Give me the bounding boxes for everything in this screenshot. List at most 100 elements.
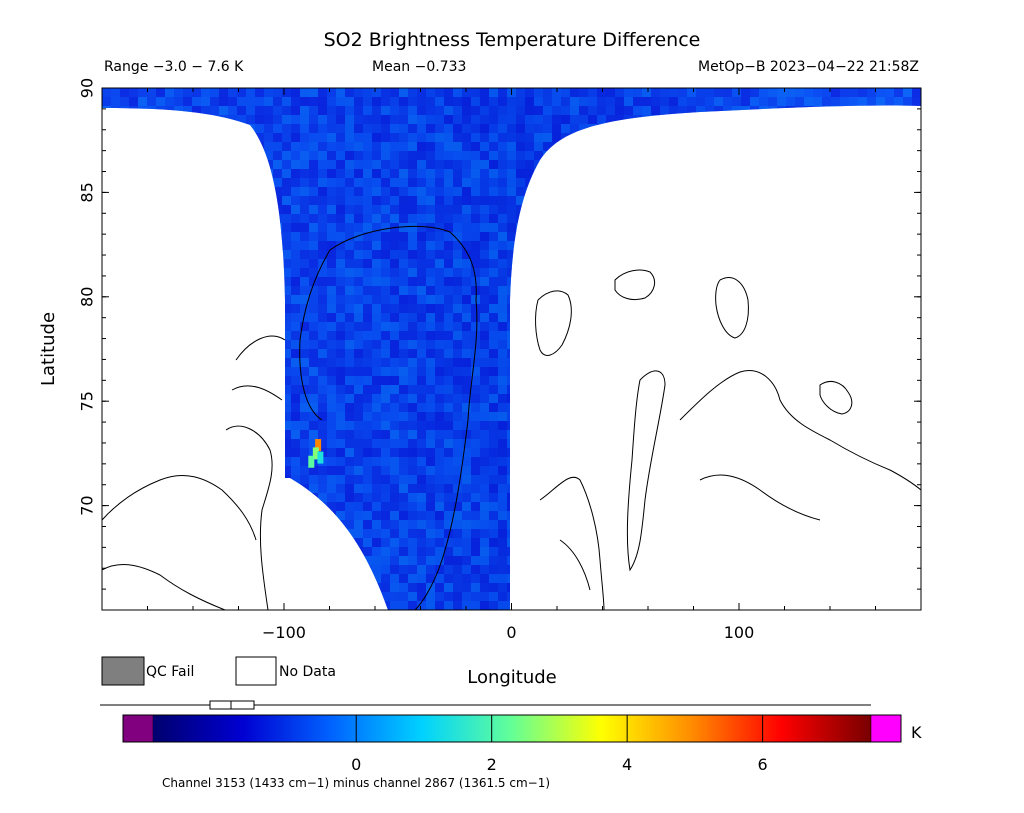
swath-pixel [363, 520, 372, 529]
swath-pixel [327, 340, 336, 349]
swath-pixel [363, 124, 372, 133]
swath-pixel [435, 151, 444, 160]
swath-pixel [624, 97, 633, 106]
swath-pixel [444, 160, 453, 169]
swath-pixel [408, 358, 417, 367]
swath-pixel [498, 295, 507, 304]
swath-pixel [489, 115, 498, 124]
swath-pixel [318, 394, 327, 403]
swath-pixel [390, 313, 399, 322]
swath-pixel [426, 502, 435, 511]
swath-pixel [309, 385, 318, 394]
swath-pixel [840, 97, 849, 106]
swath-pixel [462, 133, 471, 142]
swath-pixel [417, 475, 426, 484]
swath-pixel [444, 268, 453, 277]
swath-pixel [291, 394, 300, 403]
swath-pixel [372, 439, 381, 448]
swath-pixel [435, 565, 444, 574]
swath-pixel [435, 313, 444, 322]
swath-pixel [282, 196, 291, 205]
swath-pixel [480, 97, 489, 106]
swath-pixel [759, 88, 768, 97]
swath-pixel [363, 205, 372, 214]
swath-pixel [570, 97, 579, 106]
swath-pixel [453, 169, 462, 178]
swath-pixel [219, 106, 228, 115]
swath-pixel [318, 475, 327, 484]
swath-pixel [408, 520, 417, 529]
swath-pixel [345, 457, 354, 466]
swath-pixel [336, 214, 345, 223]
swath-pixel [489, 358, 498, 367]
swath-pixel [318, 304, 327, 313]
swath-pixel [453, 430, 462, 439]
swath-pixel [345, 88, 354, 97]
swath-pixel [498, 547, 507, 556]
swath-pixel [453, 349, 462, 358]
swath-pixel [300, 376, 309, 385]
swath-pixel [444, 187, 453, 196]
swath-pixel [354, 340, 363, 349]
swath-pixel [453, 286, 462, 295]
swath-pixel [291, 403, 300, 412]
swath-pixel [345, 277, 354, 286]
swath-pixel [345, 232, 354, 241]
swath-pixel [408, 376, 417, 385]
swath-pixel [444, 520, 453, 529]
swath-pixel [417, 412, 426, 421]
swath-pixel [345, 295, 354, 304]
swath-pixel [471, 250, 480, 259]
swath-pixel [309, 205, 318, 214]
swath-pixel [345, 286, 354, 295]
swath-pixel [471, 358, 480, 367]
swath-pixel [327, 277, 336, 286]
swath-pixel [489, 178, 498, 187]
swath-pixel [372, 196, 381, 205]
swath-pixel [336, 502, 345, 511]
swath-pixel [543, 124, 552, 133]
swath-pixel [498, 511, 507, 520]
swath-pixel [462, 223, 471, 232]
swath-pixel [354, 322, 363, 331]
swath-pixel [363, 214, 372, 223]
swath-pixel [543, 133, 552, 142]
swath-pixel [768, 97, 777, 106]
swath-pixel [516, 133, 525, 142]
swath-pixel [561, 115, 570, 124]
swath-pixel [498, 358, 507, 367]
swath-pixel [444, 115, 453, 124]
swath-pixel [363, 151, 372, 160]
swath-pixel [264, 142, 273, 151]
swath-pixel [444, 124, 453, 133]
swath-pixel [525, 142, 534, 151]
swath-pixel [327, 268, 336, 277]
swath-pixel [471, 457, 480, 466]
swath-pixel [399, 520, 408, 529]
swath-pixel [732, 97, 741, 106]
swath-pixel [498, 340, 507, 349]
swath-pixel [516, 106, 525, 115]
swath-pixel [273, 88, 282, 97]
swath-pixel [336, 322, 345, 331]
swath-pixel [471, 376, 480, 385]
swath-pixel [372, 475, 381, 484]
swath-pixel [183, 88, 192, 97]
swath-pixel [273, 115, 282, 124]
swath-pixel [453, 259, 462, 268]
swath-pixel [381, 448, 390, 457]
swath-pixel [246, 88, 255, 97]
swath-pixel [480, 394, 489, 403]
swath-pixel [318, 250, 327, 259]
swath-pixel [426, 241, 435, 250]
swath-pixel [390, 286, 399, 295]
swath-pixel [345, 394, 354, 403]
swath-pixel [525, 151, 534, 160]
swath-pixel [462, 187, 471, 196]
swath-pixel [282, 376, 291, 385]
swath-pixel [300, 403, 309, 412]
swath-pixel [777, 88, 786, 97]
swath-pixel [579, 106, 588, 115]
swath-pixel [444, 394, 453, 403]
swath-pixel [390, 403, 399, 412]
